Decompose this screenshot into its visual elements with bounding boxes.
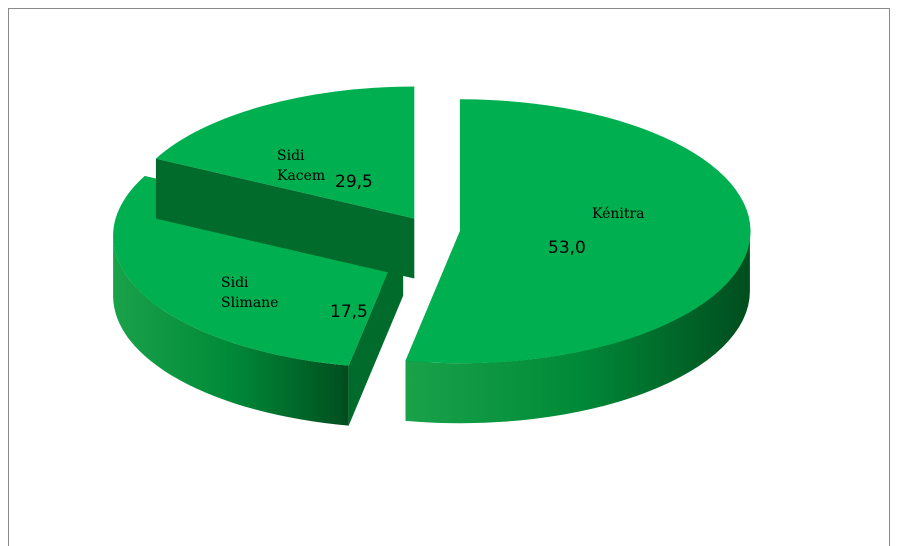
slice-category-label: Kénitra (592, 206, 645, 222)
slice-value-label: 53,0 (548, 238, 586, 258)
slice (405, 99, 751, 364)
slice-value-label: 29,5 (335, 172, 373, 192)
slice-category-label: Sidi Slimane (221, 275, 279, 311)
slice (155, 86, 415, 219)
slice-side (113, 235, 349, 426)
slice-value-label: 17,5 (330, 302, 368, 322)
chart-frame (8, 8, 890, 546)
slice-category-label: Sidi Kacem (277, 148, 326, 184)
slice-side (405, 231, 750, 424)
slice-cut-face (155, 158, 415, 279)
